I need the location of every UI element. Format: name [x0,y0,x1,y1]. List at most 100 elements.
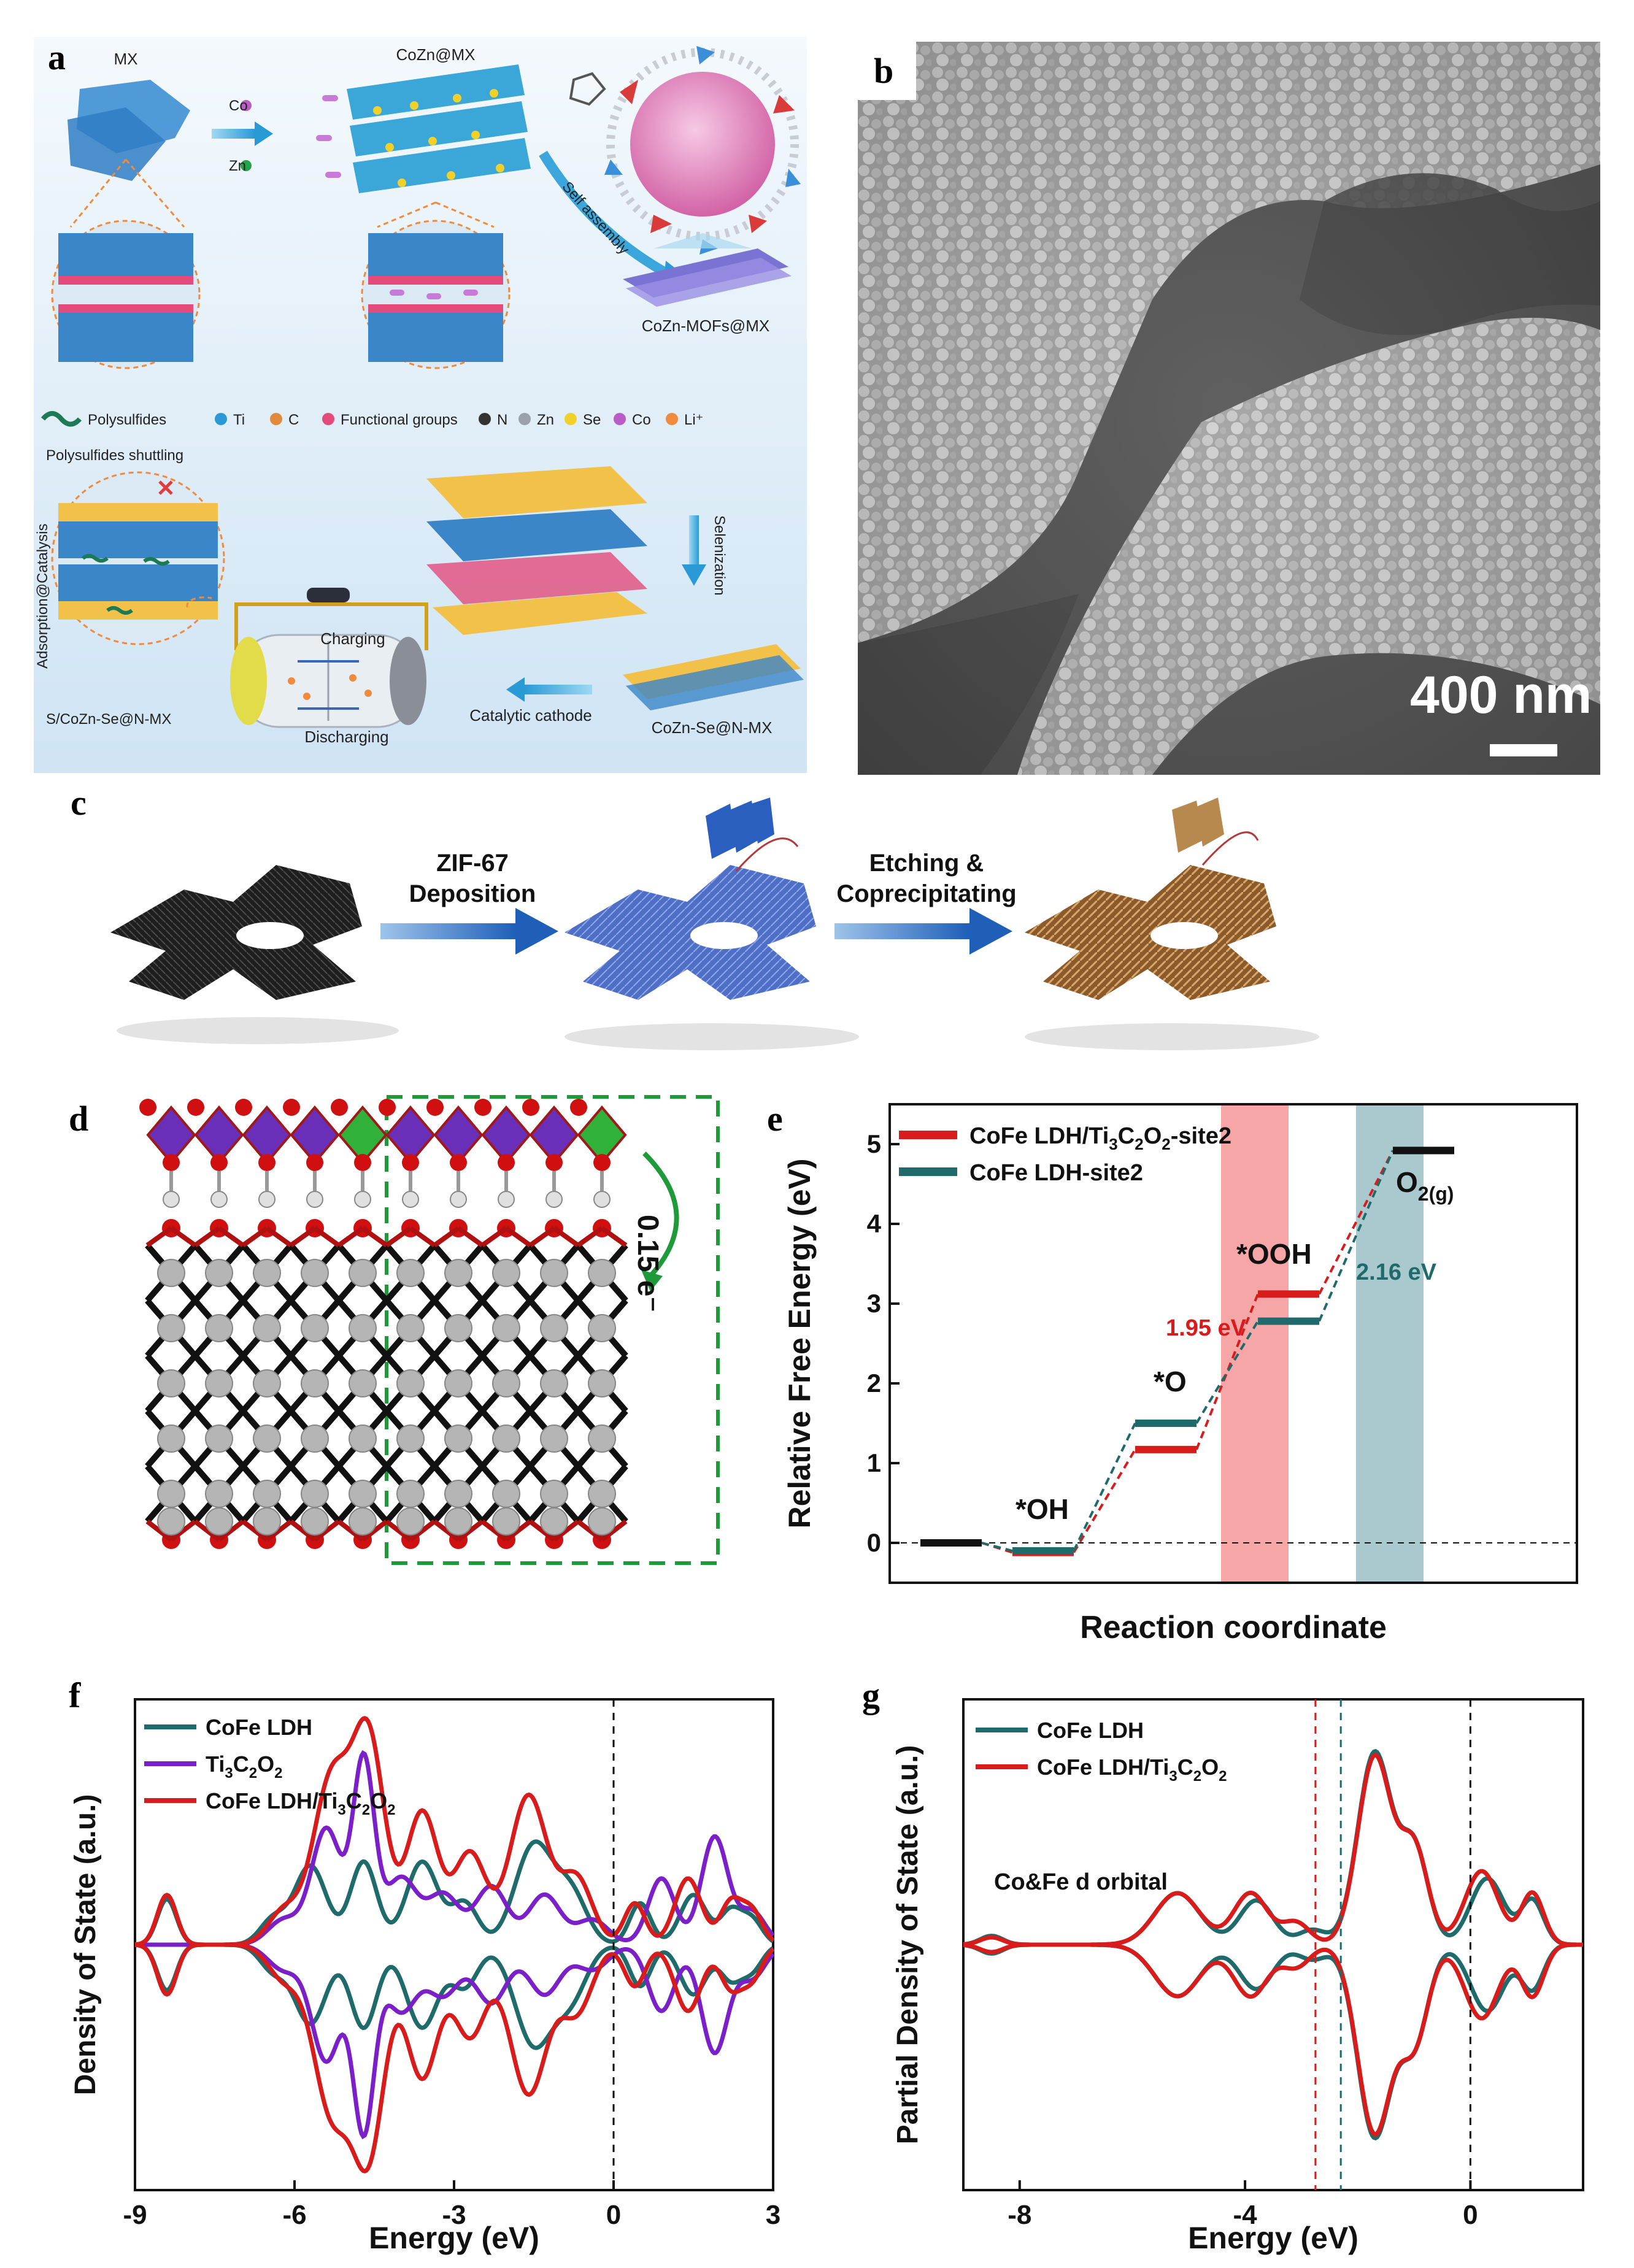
panel-a-schematic: MX Co Zn CoZn@MX [34,37,807,773]
ti-atom [205,1369,233,1397]
ti-atom [301,1314,329,1342]
sem-image [858,42,1600,775]
oxygen-atom [474,1099,491,1116]
ti-o-bond [193,1226,221,1248]
e-y-tick-label: 2 [867,1369,881,1397]
ti-o-bond [193,1519,221,1542]
scale-bar-label: 400 nm [1410,666,1592,725]
legend-zn: Zn [537,412,554,428]
ti-atom [588,1369,616,1397]
legend-se: Se [583,412,601,428]
legend-polysulfides: Polysulfides [88,412,166,428]
ti-atom [301,1507,329,1536]
panel-e: 0 1 2 3 4 5 CoFe LDH/Ti3C2O2-site2 CoFe LDH-s… [782,1086,1601,1675]
panel-b: b 400 nm [858,42,1600,775]
ti-o-bond [385,1519,412,1542]
ti-o-bond [337,1519,364,1542]
e-y-tick-label: 4 [867,1209,882,1238]
ti-o-bond [409,1519,436,1542]
oxygen-atom [498,1154,515,1171]
ti-o-bond [337,1226,364,1248]
ti-atom [157,1369,185,1397]
ti-atom [349,1314,377,1342]
mofs-mx-stack [623,233,792,307]
ti-atom [253,1259,281,1287]
ti-atom [492,1314,520,1342]
ti-atom [588,1314,616,1342]
car-icon [307,588,350,602]
ti-atom [253,1314,281,1342]
g-annotation: Co&Fe d orbital [994,1869,1168,1895]
battery-icon [186,588,428,728]
legend-co: Co [632,412,651,428]
panel-label-d: d [69,1099,89,1139]
selenized-stack [426,466,647,635]
f-y-axis-label: Density of State (a.u.) [69,1794,102,2096]
f-x-axis-label: Energy (eV) [369,2221,539,2255]
mof-sphere [604,46,801,255]
x-tick-label: -8 [1008,2200,1031,2230]
e-legend: CoFe LDH/Ti3C2O2-site2 CoFe LDH-site2 [899,1123,1231,1186]
hydrogen-atom [593,1191,611,1208]
x-tick-label: -6 [282,2200,306,2230]
ti-atom [396,1369,425,1397]
ti-atom [540,1480,568,1508]
ti-atom [157,1424,185,1453]
oxygen-atom [426,1099,444,1116]
mx-label: MX [114,50,138,68]
oxygen-atom [545,1154,563,1171]
ti-atom [396,1424,425,1453]
legend-ti: Ti [233,412,245,428]
ti-o-bond [217,1226,245,1248]
oxygen-atom [258,1154,276,1171]
interface-highlight-box [385,1095,720,1565]
hydrogen-atom [258,1191,276,1208]
e-y-tick-label: 1 [867,1448,881,1477]
f-legend-label-2: Ti3C2O2 [206,1751,282,1782]
oxygen-atom [379,1099,396,1116]
ti-o-bond [313,1226,341,1248]
ti-o-bond [528,1226,556,1248]
ti-o-bond [552,1226,580,1248]
mx-zoom-circle [51,159,201,369]
ti-atom [444,1259,472,1287]
dos-curve-up-1 [963,1752,1583,1947]
energy-connector [981,1542,1013,1552]
ti-o-bond [600,1226,628,1248]
ti-atom [540,1259,568,1287]
ti-o-bond [504,1519,532,1542]
ti-atom [253,1424,281,1453]
ti-atom [349,1507,377,1536]
mx-flakes [67,80,190,181]
panel-c-schematic: ZIF-67 Deposition Etching & Coprecipitat… [110,798,1319,1050]
ti-o-bond [241,1519,269,1542]
charge-transfer-arrow [642,1151,679,1278]
hydrogen-atom [354,1191,371,1208]
co-zn-arrow [212,100,273,171]
oxygen-atom [570,1099,587,1116]
f-legend: CoFe LDH Ti3C2O2 CoFe LDH/Ti3C2O2 [144,1715,395,1818]
step2-line1: Etching & [869,850,984,877]
e-y-ticks: 0 1 2 3 4 5 [867,1129,1577,1557]
e-series-1 [920,1147,1454,1555]
dos-curve-down-1 [963,1942,1583,2137]
catalytic-cathode-label: Catalytic cathode [469,706,592,725]
oxygen-atom [522,1099,539,1116]
ti-o-bond [241,1226,269,1248]
ti-atom [492,1480,520,1508]
ti-o-bond [576,1519,604,1542]
ti-o-bond [313,1519,341,1542]
hydrogen-atom [498,1191,515,1208]
ti-o-bond [576,1226,604,1248]
ti-atom [301,1480,329,1508]
panel-label-b: b [874,51,894,91]
e-plot-frame [888,1103,1578,1584]
ti-atom [301,1259,329,1287]
ti-o-bond [480,1226,508,1248]
ti-atom [540,1507,568,1536]
ti-atom [301,1369,329,1397]
ti-o-bond [169,1519,197,1542]
panel-label-a: a [48,37,66,77]
panel-label-g: g [862,1675,880,1715]
ti-atom [540,1369,568,1397]
